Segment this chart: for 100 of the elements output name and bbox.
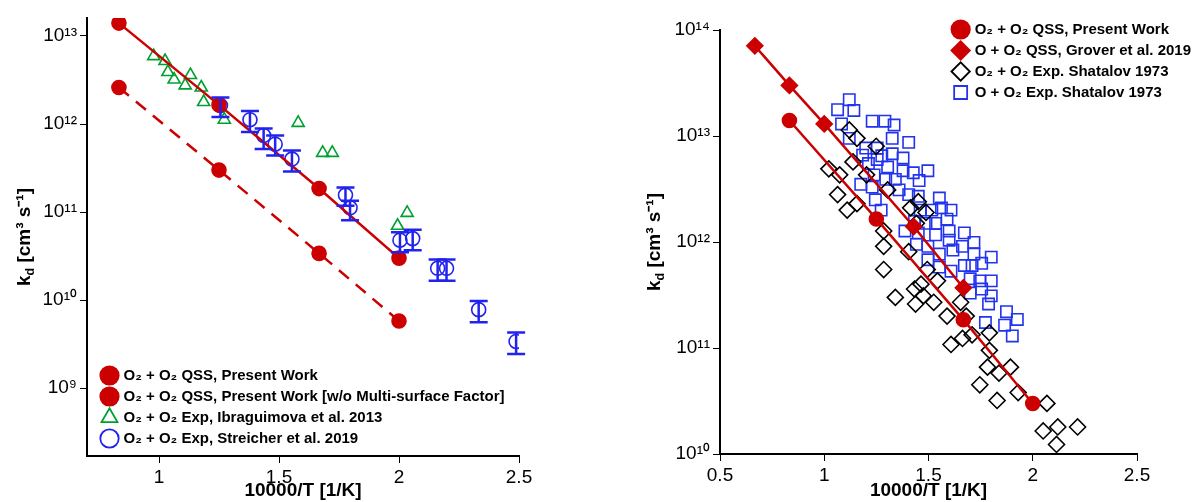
y-tick-label: 10¹²: [676, 230, 710, 252]
point: [899, 242, 918, 261]
point: [914, 287, 933, 305]
x-tick-label: 1: [818, 463, 830, 485]
point: [874, 222, 893, 240]
point: [954, 278, 973, 297]
legend-label: O + O₂ QSS, Grover et al. 2019: [974, 40, 1192, 58]
y-tick-label: 10¹⁴: [674, 18, 710, 40]
point: [868, 211, 885, 227]
y-tick-label: 10¹³: [676, 124, 710, 146]
point: [820, 160, 838, 178]
x-tick-label: 2: [1027, 463, 1039, 485]
legend-label: O₂ + O₂ QSS, Present Work: [974, 19, 1170, 37]
point: [963, 326, 981, 344]
legend-label: O₂ + O₂ QSS, Present Work [w/o Multi-surface Factor]: [123, 386, 505, 404]
legend-label: O₂ + O₂ Exp. Shatalov 1973: [974, 61, 1169, 79]
point: [311, 180, 327, 197]
point: [844, 153, 862, 171]
y-tick-label: 10¹⁰: [42, 288, 77, 310]
point: [781, 112, 798, 129]
point: [917, 203, 935, 222]
point: [906, 295, 925, 313]
point: [178, 77, 193, 90]
y-tick-label: 10¹³: [43, 24, 77, 46]
point: [311, 245, 327, 262]
point: [942, 335, 960, 354]
point: [840, 121, 859, 139]
point: [211, 162, 227, 178]
point: [838, 201, 856, 219]
point: [111, 79, 127, 96]
point: [874, 237, 893, 256]
point: [978, 358, 997, 376]
point: [429, 260, 446, 277]
point: [470, 301, 487, 318]
point: [867, 137, 885, 156]
point: [1048, 418, 1067, 436]
point: [1034, 422, 1052, 440]
point: [161, 64, 175, 77]
point: [325, 145, 340, 158]
y-tick-label: 10¹⁰: [675, 442, 710, 464]
point: [1009, 383, 1027, 402]
point: [390, 217, 405, 231]
legend-label: O + O₂ Exp. Shatalov 1973: [974, 82, 1162, 100]
point: [830, 166, 849, 184]
point: [194, 79, 209, 92]
point: [815, 115, 834, 133]
point: [255, 127, 272, 144]
point: [938, 307, 956, 325]
y-tick-label: 10¹¹: [676, 336, 710, 358]
point: [146, 48, 161, 61]
point: [828, 185, 847, 204]
x-tick-label: 2: [393, 465, 405, 487]
point: [183, 67, 198, 80]
point: [901, 199, 920, 217]
y-tick-label: 10⁹: [47, 376, 77, 398]
x-tick-label: 0.5: [706, 463, 734, 485]
y-tick-label: 10¹¹: [43, 200, 77, 222]
point: [988, 391, 1006, 410]
point: [878, 181, 897, 199]
point: [951, 293, 970, 312]
point: [857, 166, 876, 184]
point: [848, 194, 866, 213]
legend-label: O₂ + O₂ QSS, Present Work: [123, 365, 319, 383]
point: [158, 53, 172, 66]
point: [392, 232, 408, 248]
x-tick-label: 2.5: [1123, 463, 1151, 485]
y-axis-title: kd [cm³ s⁻¹]: [13, 187, 38, 286]
point: [886, 288, 905, 307]
point: [242, 111, 258, 128]
point: [284, 151, 300, 167]
x-tick-label: 2.5: [505, 465, 533, 487]
point: [909, 192, 928, 211]
x-tick-label: 1: [153, 465, 165, 487]
legend-label: O₂ + O₂ Exp, Streicher et al. 2019: [123, 428, 359, 446]
point: [955, 311, 972, 328]
point: [924, 293, 943, 312]
point: [1068, 418, 1087, 436]
point: [980, 324, 999, 342]
point: [404, 230, 421, 247]
point: [438, 260, 455, 277]
point: [874, 260, 893, 279]
point: [780, 76, 799, 95]
point: [337, 187, 354, 203]
point: [291, 115, 306, 128]
point: [1038, 394, 1056, 413]
y-tick-label: 10¹²: [43, 112, 77, 134]
point: [217, 111, 232, 125]
point: [1047, 435, 1066, 454]
point: [315, 145, 330, 158]
point: [400, 205, 415, 218]
point: [391, 313, 407, 329]
point: [167, 71, 181, 84]
y-axis-title: kd [cm³ s⁻¹]: [643, 192, 668, 291]
point: [1024, 395, 1041, 412]
point: [746, 36, 764, 55]
point: [905, 280, 924, 298]
point: [990, 364, 1008, 382]
legend-label: O₂ + O₂ Exp, Ibraguimova et al. 2013: [123, 407, 383, 425]
point: [980, 341, 999, 360]
point: [196, 94, 211, 107]
